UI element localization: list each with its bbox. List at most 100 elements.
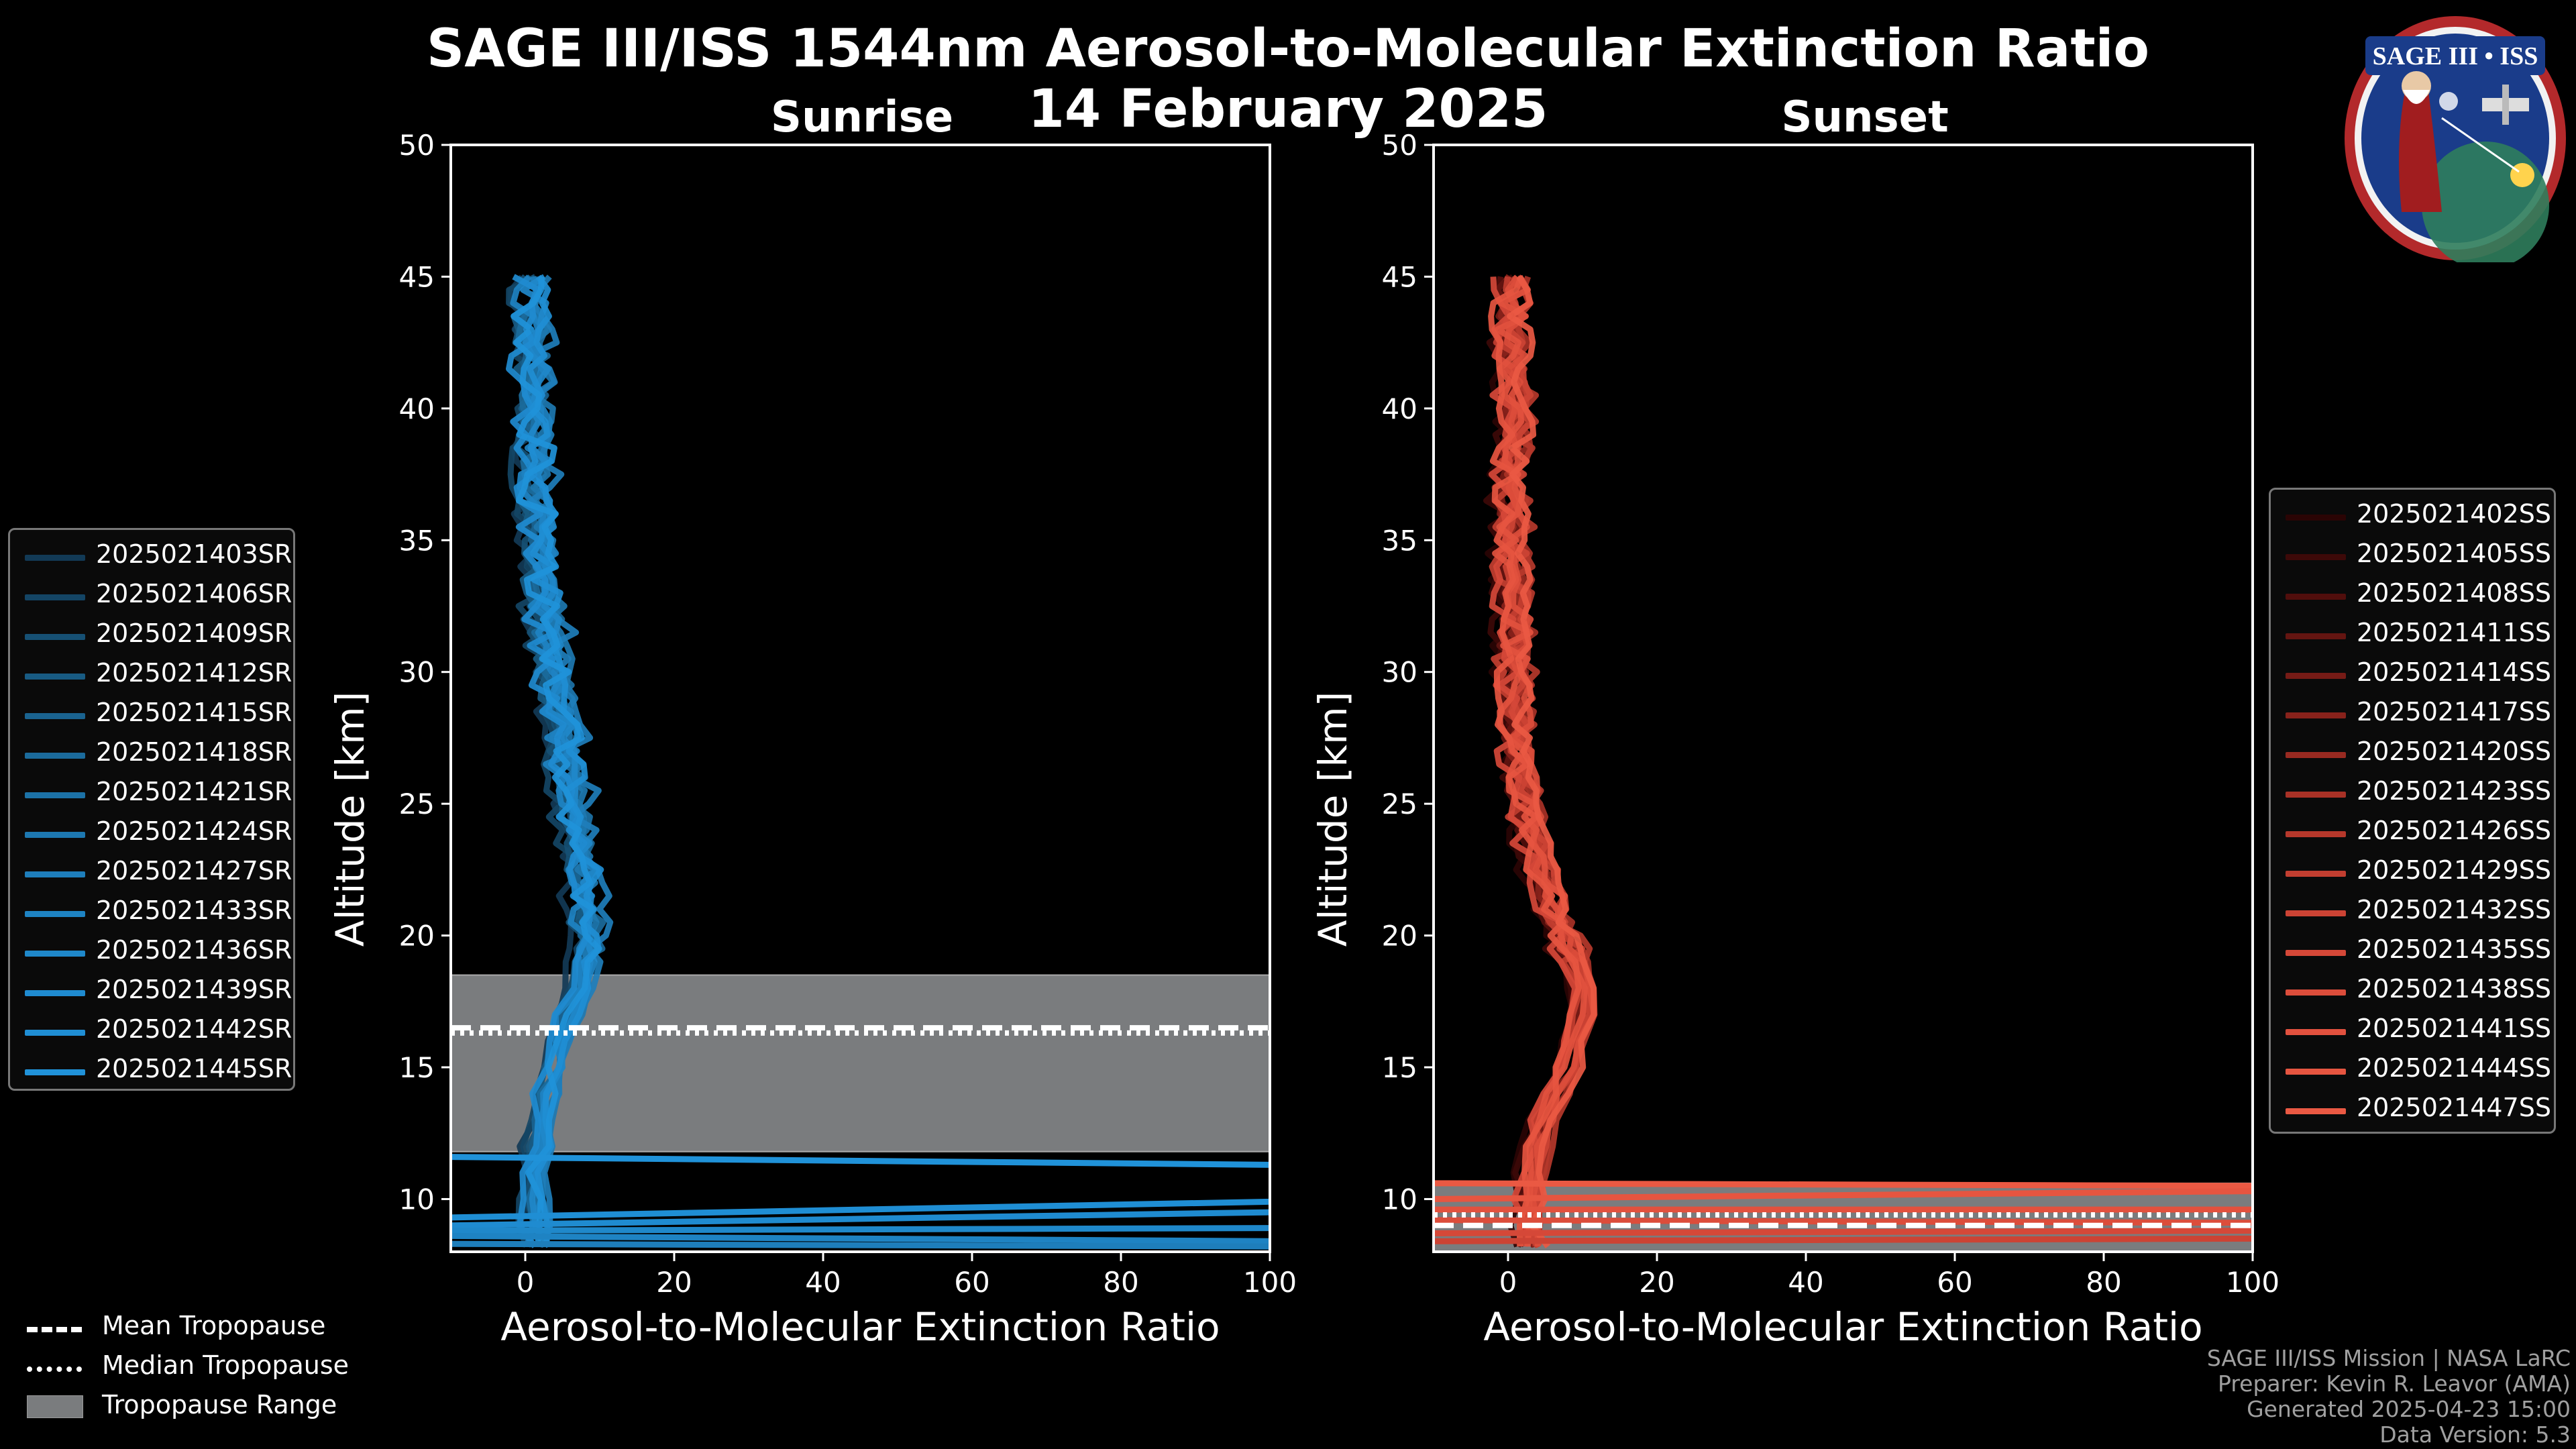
series-line-2025021445SR <box>511 276 602 1247</box>
legend-item-2025021424SR: 2025021424SR <box>10 814 293 853</box>
x-tick-label: 0 <box>517 1266 535 1299</box>
legend-label: 2025021412SR <box>96 658 292 688</box>
legend-label: 2025021427SR <box>96 856 292 885</box>
legend-label: 2025021418SR <box>96 737 292 767</box>
legend-item-2025021439SR: 2025021439SR <box>10 972 293 1012</box>
legend-item-2025021442SR: 2025021442SR <box>10 1012 293 1051</box>
legend-item-2025021445SR: 2025021445SR <box>10 1051 293 1091</box>
legend-swatch <box>2286 950 2346 956</box>
legend-swatch <box>25 792 85 798</box>
legend-label: 2025021414SS <box>2357 657 2552 687</box>
legend-item-2025021411SS: 2025021411SS <box>2271 615 2554 655</box>
legend-label: 2025021405SS <box>2357 539 2552 568</box>
x-axis-label: Aerosol-to-Molecular Extinction Ratio <box>1483 1304 2202 1350</box>
legend-tropopause-range: Tropopause Range <box>20 1387 396 1427</box>
y-axis-label: Altitude [km] <box>1310 692 1356 947</box>
legend-item-2025021415SR: 2025021415SR <box>10 695 293 735</box>
legend-swatch <box>25 871 85 877</box>
sunset-legend: 2025021402SS 2025021405SS 2025021408SS 2025… <box>2269 488 2556 1134</box>
sunset-panel: 0 20 40 60 80 100 10 15 20 25 30 35 40 45 50 Aerosol-to… <box>1310 129 2279 1350</box>
near-surface-tail <box>451 1154 1270 1168</box>
legend-swatch <box>25 911 85 917</box>
legend-label: 2025021403SR <box>96 539 292 569</box>
legend-label: 2025021415SR <box>96 698 292 727</box>
legend-swatch <box>25 713 85 719</box>
legend-item-2025021435SS: 2025021435SS <box>2271 932 2554 971</box>
y-tick-label: 20 <box>1382 920 1417 953</box>
legend-mean-tropopause: Mean Tropopause <box>20 1308 396 1348</box>
axes-frame <box>1432 144 2254 1253</box>
y-tick-label: 45 <box>399 260 435 293</box>
legend-swatch <box>25 951 85 957</box>
legend-item-2025021447SS: 2025021447SS <box>2271 1090 2554 1130</box>
credit-mission: SAGE III/ISS Mission | NASA LaRC <box>2206 1345 2571 1371</box>
legend-label: 2025021445SR <box>96 1054 292 1083</box>
x-tick-label: 100 <box>1243 1266 1297 1299</box>
plot-area <box>451 274 1270 1250</box>
near-surface-tail <box>451 1225 1270 1234</box>
near-surface-tail <box>451 1198 1270 1221</box>
credit-generated: Generated 2025-04-23 15:00 <box>2247 1396 2571 1422</box>
legend-label: 2025021424SR <box>96 816 292 846</box>
near-surface-tail <box>1434 1188 2253 1202</box>
legend-item-2025021423SS: 2025021423SS <box>2271 773 2554 813</box>
legend-swatch <box>2286 673 2346 679</box>
legend-item-2025021406SR: 2025021406SR <box>10 576 293 616</box>
sunrise-subtitle: Sunrise <box>770 93 954 142</box>
x-tick-label: 100 <box>2226 1266 2279 1299</box>
near-surface-tail <box>1434 1235 2253 1244</box>
date-title: 14 February 2025 <box>1028 79 1548 140</box>
legend-swatch <box>2286 1069 2346 1075</box>
dotted-line-swatch <box>27 1366 82 1372</box>
near-surface-tail <box>1434 1217 2253 1226</box>
legend-item-2025021418SR: 2025021418SR <box>10 735 293 774</box>
x-tick-label: 80 <box>1103 1266 1138 1299</box>
logo-text: SAGE III • ISS <box>2373 42 2538 70</box>
x-tick-label: 80 <box>2086 1266 2121 1299</box>
near-surface-tail <box>451 1232 1270 1244</box>
legend-item-2025021426SS: 2025021426SS <box>2271 813 2554 853</box>
near-surface-tail <box>451 1209 1270 1229</box>
legend-label: 2025021426SS <box>2357 816 2552 845</box>
y-tick-label: 35 <box>1382 524 1417 557</box>
dashed-line-swatch <box>27 1327 82 1332</box>
legend-swatch <box>2286 1029 2346 1035</box>
y-axis-label: Altitude [km] <box>327 692 373 947</box>
legend-label: 2025021436SR <box>96 935 292 965</box>
sage-mission-logo: SAGE III • ISS <box>2345 16 2566 262</box>
plot-area <box>1434 274 2253 1252</box>
y-tick-label: 40 <box>399 392 435 425</box>
y-tick-label: 10 <box>399 1183 435 1216</box>
legend-label: Mean Tropopause <box>102 1311 326 1340</box>
x-tick-label: 40 <box>1788 1266 1823 1299</box>
legend-item-2025021432SS: 2025021432SS <box>2271 892 2554 932</box>
legend-label: 2025021433SR <box>96 896 292 925</box>
tropopause-legend: Mean Tropopause Median Tropopause Tropop… <box>20 1308 396 1436</box>
legend-swatch <box>25 990 85 996</box>
series-line-2025021447SS <box>1507 275 1597 1248</box>
legend-label: 2025021447SS <box>2357 1093 2552 1122</box>
legend-median-tropopause: Median Tropopause <box>20 1348 396 1387</box>
x-tick-label: 60 <box>1937 1266 1972 1299</box>
sunset-subtitle: Sunset <box>1781 93 1949 142</box>
series-line-2025021433SR <box>510 274 596 1248</box>
legend-label: 2025021429SS <box>2357 855 2552 885</box>
legend-swatch <box>25 753 85 759</box>
legend-label: 2025021420SS <box>2357 737 2552 766</box>
y-tick-label: 10 <box>1382 1183 1417 1216</box>
sunrise-panel: 0 20 40 60 80 100 10 15 20 25 30 35 40 45 50 Aerosol-to… <box>327 129 1297 1350</box>
credits: SAGE III/ISS Mission | NASA LaRC Prepare… <box>2207 1346 2571 1448</box>
x-tick-label: 40 <box>805 1266 841 1299</box>
legend-item-2025021429SS: 2025021429SS <box>2271 853 2554 892</box>
legend-label: 2025021417SS <box>2357 697 2552 727</box>
legend-swatch <box>25 1069 85 1075</box>
y-tick-label: 25 <box>399 788 435 820</box>
y-tick-label: 20 <box>399 920 435 953</box>
legend-swatch <box>25 594 85 600</box>
legend-item-2025021412SR: 2025021412SR <box>10 655 293 695</box>
legend-item-2025021433SR: 2025021433SR <box>10 893 293 932</box>
legend-swatch <box>25 634 85 640</box>
y-tick-label: 50 <box>399 129 435 162</box>
y-tick-label: 35 <box>399 524 435 557</box>
